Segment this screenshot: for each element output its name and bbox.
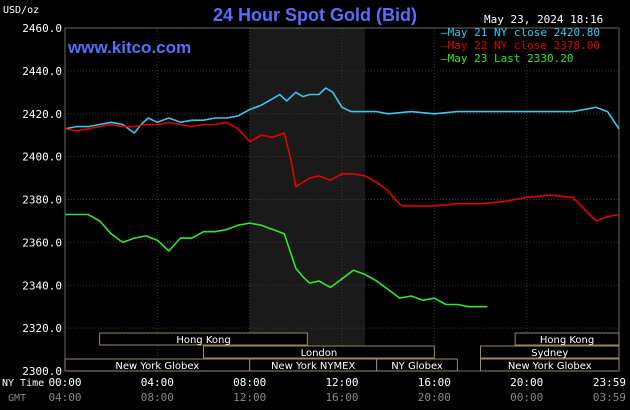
session-bar [480, 358, 620, 372]
x-tick-label-ny: 12:00 [325, 376, 358, 389]
session-bar [514, 332, 620, 346]
legend-item-may23: —May 23 Last 2330.20 [441, 52, 573, 65]
series-line-2 [65, 213, 488, 308]
source-label: www.kitco.com [68, 38, 192, 57]
y-tick-label: 2320.0 [22, 322, 62, 335]
legend-item-may21: —May 21 NY close 2420.80 [441, 26, 600, 39]
y-tick-label: 2440.0 [22, 65, 62, 78]
legend-label-may21: May 21 NY close 2420.80 [447, 26, 600, 39]
legend-swatch-may23: — [441, 52, 448, 65]
x-row-label-gmt: GMT [8, 393, 26, 404]
x-tick-label-gmt: 00:00 [510, 391, 543, 404]
y-tick-label: 2380.0 [22, 194, 62, 207]
series-line-0 [64, 87, 620, 134]
session-label: Sydney [531, 348, 568, 359]
session-label: New York Globex [115, 361, 199, 372]
x-row-label-ny: NY Time [2, 378, 44, 389]
chart-title: 24 Hour Spot Gold (Bid) [213, 5, 417, 25]
shaded-session [249, 28, 366, 371]
session-bar [99, 332, 308, 346]
session-label: Hong Kong [540, 335, 594, 346]
x-tick-label-ny: 20:00 [510, 376, 543, 389]
x-tick-label-gmt: 03:59 [593, 391, 626, 404]
x-tick-label-gmt: 20:00 [418, 391, 451, 404]
y-tick-label: 2300.0 [22, 365, 62, 378]
session-label: London [301, 348, 338, 359]
x-tick-label-gmt: 12:00 [233, 391, 266, 404]
session-bar [376, 358, 458, 372]
x-tick-label-ny: 00:00 [48, 376, 81, 389]
session-bar [480, 345, 620, 359]
y-tick-label: 2460.0 [22, 22, 62, 35]
x-tick-label-gmt: 08:00 [141, 391, 174, 404]
unit-label: USD/oz [3, 5, 40, 16]
x-tick-label-ny: 23:59 [593, 376, 626, 389]
legend-swatch-may21: — [441, 26, 448, 39]
y-tick-label: 2400.0 [22, 151, 62, 164]
legend-swatch-may22: — [441, 39, 448, 52]
x-tick-label-ny: 08:00 [233, 376, 266, 389]
session-bar [203, 345, 435, 359]
x-tick-label-ny: 04:00 [141, 376, 174, 389]
x-tick-label-gmt: 16:00 [325, 391, 358, 404]
legend-item-may22: —May 22 NY close 2378.00 [441, 39, 600, 52]
y-tick-label: 2360.0 [22, 236, 62, 249]
session-label: NY Globex [391, 361, 443, 372]
series-line-1 [64, 121, 620, 222]
y-tick-label: 2420.0 [22, 108, 62, 121]
x-tick-label-gmt: 04:00 [48, 391, 81, 404]
session-label: New York Globex [508, 361, 592, 372]
legend-label-may22: May 22 NY close 2378.00 [447, 39, 600, 52]
timestamp: May 23, 2024 18:16 [484, 13, 604, 26]
legend-label-may23: May 23 Last 2330.20 [447, 52, 574, 65]
x-tick-label-ny: 16:00 [418, 376, 451, 389]
y-tick-label: 2340.0 [22, 279, 62, 292]
session-label: New York NYMEX [271, 361, 356, 372]
session-label: Hong Kong [176, 335, 230, 346]
